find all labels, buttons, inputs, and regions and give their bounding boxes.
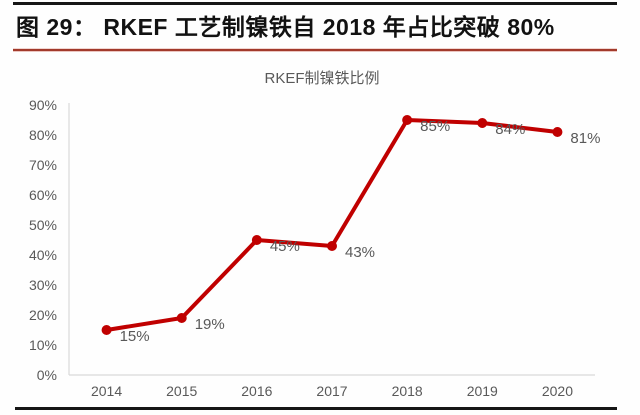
data-point-label: 85% bbox=[420, 118, 450, 135]
data-point-marker bbox=[477, 118, 488, 128]
y-tick-label: 20% bbox=[29, 307, 57, 323]
x-tick-label: 2016 bbox=[241, 383, 272, 399]
data-point-label: 45% bbox=[270, 238, 300, 255]
data-point-marker bbox=[251, 235, 262, 245]
y-tick-label: 30% bbox=[29, 277, 57, 293]
x-tick-label: 2020 bbox=[542, 383, 573, 399]
y-tick-label: 60% bbox=[29, 187, 57, 203]
y-tick-label: 70% bbox=[29, 157, 57, 173]
y-tick-label: 10% bbox=[29, 337, 57, 353]
data-point-marker bbox=[176, 313, 187, 323]
data-point-label: 15% bbox=[120, 328, 150, 345]
x-tick-label: 2019 bbox=[467, 383, 498, 399]
data-point-marker bbox=[552, 127, 563, 137]
x-tick-label: 2018 bbox=[392, 383, 423, 399]
y-tick-label: 50% bbox=[29, 217, 57, 233]
x-tick-label: 2017 bbox=[316, 383, 347, 399]
data-point-marker bbox=[327, 241, 337, 251]
chart-title: RKEF制镍铁比例 bbox=[264, 69, 379, 87]
top-rule bbox=[13, 2, 617, 5]
y-tick-label: 90% bbox=[29, 97, 57, 113]
data-point-label: 81% bbox=[570, 130, 600, 147]
figure-title: 图 29： RKEF 工艺制镍铁自 2018 年占比突破 80% bbox=[16, 14, 555, 40]
data-point-label: 84% bbox=[495, 121, 525, 138]
y-tick-label: 40% bbox=[29, 247, 57, 263]
y-tick-label: 80% bbox=[29, 127, 57, 143]
bottom-rule bbox=[15, 407, 617, 410]
x-tick-label: 2014 bbox=[91, 383, 122, 399]
series-line bbox=[104, 118, 560, 332]
data-point-label: 43% bbox=[345, 244, 375, 261]
data-point-marker bbox=[402, 115, 413, 125]
title-underline-rule bbox=[13, 49, 617, 51]
data-point-marker bbox=[101, 325, 112, 335]
data-point-label: 19% bbox=[195, 316, 225, 333]
x-tick-label: 2015 bbox=[166, 383, 197, 399]
y-tick-label: 0% bbox=[37, 367, 57, 383]
